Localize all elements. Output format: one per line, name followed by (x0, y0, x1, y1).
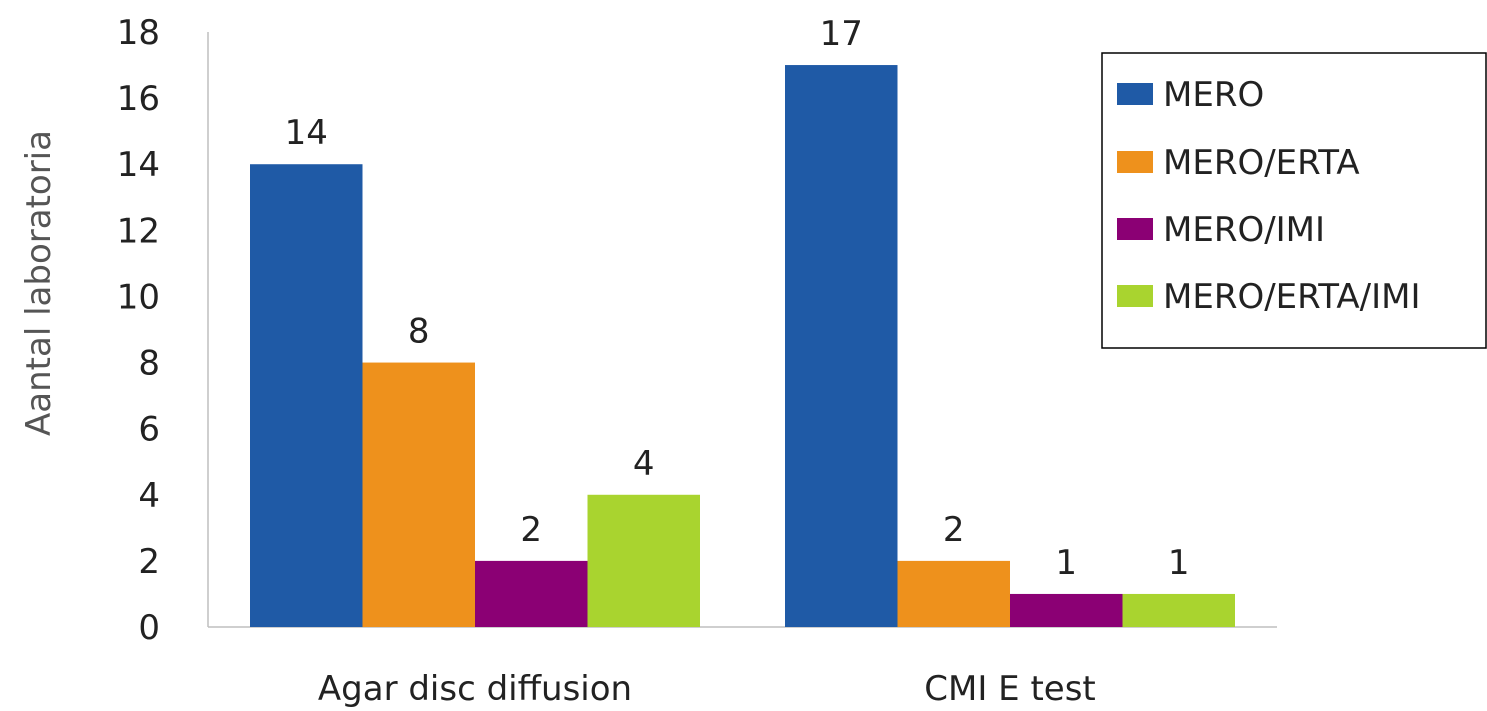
data-label: 2 (943, 510, 965, 550)
y-tick-label: 16 (117, 79, 160, 119)
bar (785, 65, 898, 628)
legend-swatch (1117, 83, 1153, 105)
category-label: Agar disc diffusion (318, 669, 632, 709)
legend-label: MERO/ERTA/IMI (1163, 277, 1421, 317)
data-labels: 14 8 2 4 17 2 1 1 (285, 14, 1190, 583)
data-label: 1 (1168, 543, 1190, 583)
category-label: CMI E test (924, 669, 1096, 709)
legend-swatch (1117, 285, 1153, 307)
legend-box (1101, 52, 1487, 349)
y-axis-label: Aantal laboratoria (19, 130, 59, 436)
y-tick-label: 18 (117, 13, 160, 53)
y-tick-label: 12 (117, 211, 160, 251)
bar (250, 164, 363, 627)
bar (897, 560, 1010, 627)
y-tick-label: 4 (138, 476, 160, 516)
legend-swatch (1117, 151, 1153, 173)
y-tick-label: 6 (138, 410, 160, 450)
data-label: 1 (1055, 543, 1077, 583)
y-tick-label: 14 (117, 145, 160, 185)
y-tick-labels: 0 2 4 6 8 10 12 14 16 18 (117, 13, 160, 648)
y-tick-label: 2 (138, 542, 160, 582)
bar (362, 362, 475, 627)
bar (1010, 593, 1123, 627)
y-tick-label: 8 (138, 344, 160, 384)
data-label: 8 (408, 312, 430, 352)
bar (1122, 593, 1235, 627)
data-label: 4 (633, 444, 655, 484)
legend-label: MERO/IMI (1163, 210, 1325, 250)
category-labels: Agar disc diffusion CMI E test (318, 669, 1096, 709)
legend: MERO MERO/ERTA MERO/IMI MERO/ERTA/IMI (1101, 52, 1487, 349)
legend-label: MERO (1163, 75, 1264, 115)
legend-label: MERO/ERTA (1163, 143, 1360, 183)
bar (475, 560, 588, 627)
legend-swatch (1117, 218, 1153, 240)
y-tick-label: 10 (117, 277, 160, 317)
data-label: 2 (520, 510, 542, 550)
bar (587, 494, 700, 627)
data-label: 17 (820, 14, 863, 54)
y-tick-label: 0 (138, 608, 160, 648)
data-label: 14 (285, 113, 328, 153)
bars (250, 65, 1235, 628)
